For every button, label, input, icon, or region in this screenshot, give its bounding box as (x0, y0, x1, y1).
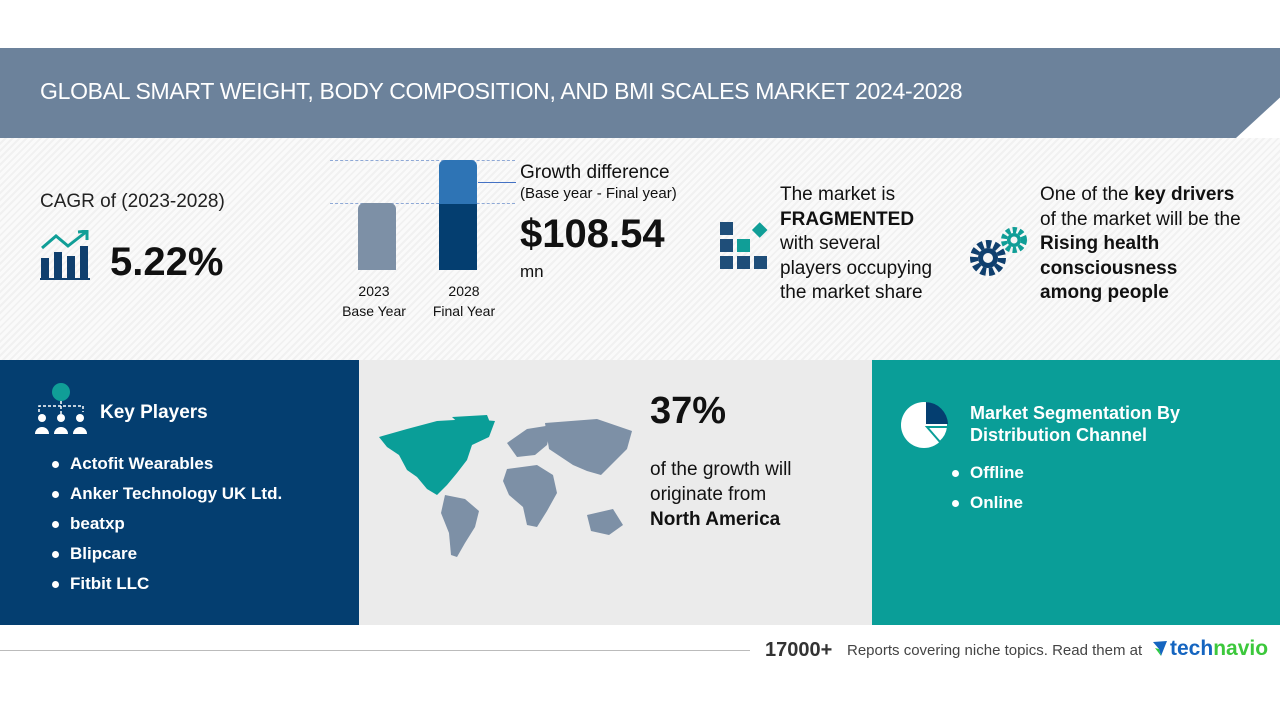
guide-line-top (330, 160, 515, 161)
key-players-panel: Key Players Actofit Wearables Anker Tech… (0, 360, 359, 625)
market-line: with several (780, 233, 881, 254)
market-structure-text: The market is FRAGMENTED with several playe… (780, 183, 932, 306)
bar-growth-segment (439, 160, 477, 204)
final-year-text: Final Year (432, 303, 496, 319)
list-item: beatxp (50, 514, 282, 544)
footer-text: Reports covering niche topics. Read them… (847, 642, 1143, 659)
logo-navio: navio (1213, 637, 1269, 660)
logo-tech: tech (1170, 637, 1214, 660)
list-item: Actofit Wearables (50, 454, 282, 484)
market-fragmented: FRAGMENTED (780, 208, 915, 230)
segmentation-title-line: Market Segmentation By (970, 403, 1181, 423)
base-year-text: Base Year (342, 303, 406, 319)
segmentation-title: Market Segmentation By Distribution Chann… (970, 402, 1180, 446)
list-item: Blipcare (50, 544, 282, 574)
bar-final-year (439, 204, 477, 270)
list-item: Anker Technology UK Ltd. (50, 484, 282, 514)
region-line: originate from (650, 484, 767, 505)
market-line: the market share (780, 282, 923, 303)
segmentation-panel: Market Segmentation By Distribution Chann… (872, 360, 1280, 625)
base-year: 2023 (358, 283, 390, 299)
segmentation-title-line: Distribution Channel (970, 425, 1147, 445)
region-panel: 37% of the growth will originate from Nort… (359, 360, 872, 625)
market-line: The market is (780, 184, 896, 205)
drivers-line: One of the (1040, 184, 1135, 205)
list-item: Online (950, 493, 1024, 523)
drivers-text: One of the key drivers of the market wil… (1040, 183, 1241, 306)
summary-band (0, 138, 1280, 360)
report-count: 17000+ (765, 639, 833, 661)
pie-chart-icon (901, 402, 950, 448)
guide-line-base (330, 203, 515, 204)
list-item: Fitbit LLC (50, 574, 282, 604)
region-name: North America (650, 509, 781, 530)
final-year: 2028 (448, 283, 480, 299)
gears-icon (970, 227, 1027, 276)
arrow-icon (478, 182, 516, 183)
growth-subtitle: (Base year - Final year) (520, 185, 677, 202)
driver-name: among people (1040, 282, 1169, 303)
growth-value: $108.54 (520, 212, 665, 256)
final-year-label: 2028 Final Year (426, 281, 502, 321)
key-players-list: Actofit Wearables Anker Technology UK Lt… (50, 454, 282, 604)
header-band (0, 48, 1280, 138)
market-line: players occupying (780, 257, 933, 279)
region-percent: 37% (650, 390, 727, 432)
growth-unit: mn (520, 262, 544, 281)
technavio-logo-icon (1153, 641, 1167, 656)
drivers-key: key drivers (1134, 184, 1235, 205)
page-title: GLOBAL SMART WEIGHT, BODY COMPOSITION, A… (40, 78, 963, 104)
bar-base-year (358, 203, 396, 270)
cagr-value: 5.22% (110, 240, 224, 284)
growth-title: Growth difference (520, 162, 670, 183)
footer-divider (0, 650, 750, 651)
base-year-label: 2023 Base Year (340, 281, 408, 321)
world-map (379, 415, 632, 557)
driver-name: Rising health (1040, 233, 1160, 254)
segmentation-list: Offline Online (950, 463, 1024, 523)
technavio-logo[interactable]: technavio (1170, 637, 1268, 661)
region-text: of the growth will originate from North Am… (650, 457, 792, 532)
list-item: Offline (950, 463, 1024, 493)
drivers-line: of the market will be the (1040, 208, 1241, 230)
growth-chart-icon (40, 230, 90, 280)
region-line: of the growth will (650, 459, 792, 480)
network-people-icon (35, 383, 87, 434)
fragmented-blocks-icon (720, 222, 768, 269)
driver-name: consciousness (1040, 257, 1178, 279)
key-players-title: Key Players (100, 402, 208, 423)
cagr-label: CAGR of (2023-2028) (40, 191, 225, 212)
